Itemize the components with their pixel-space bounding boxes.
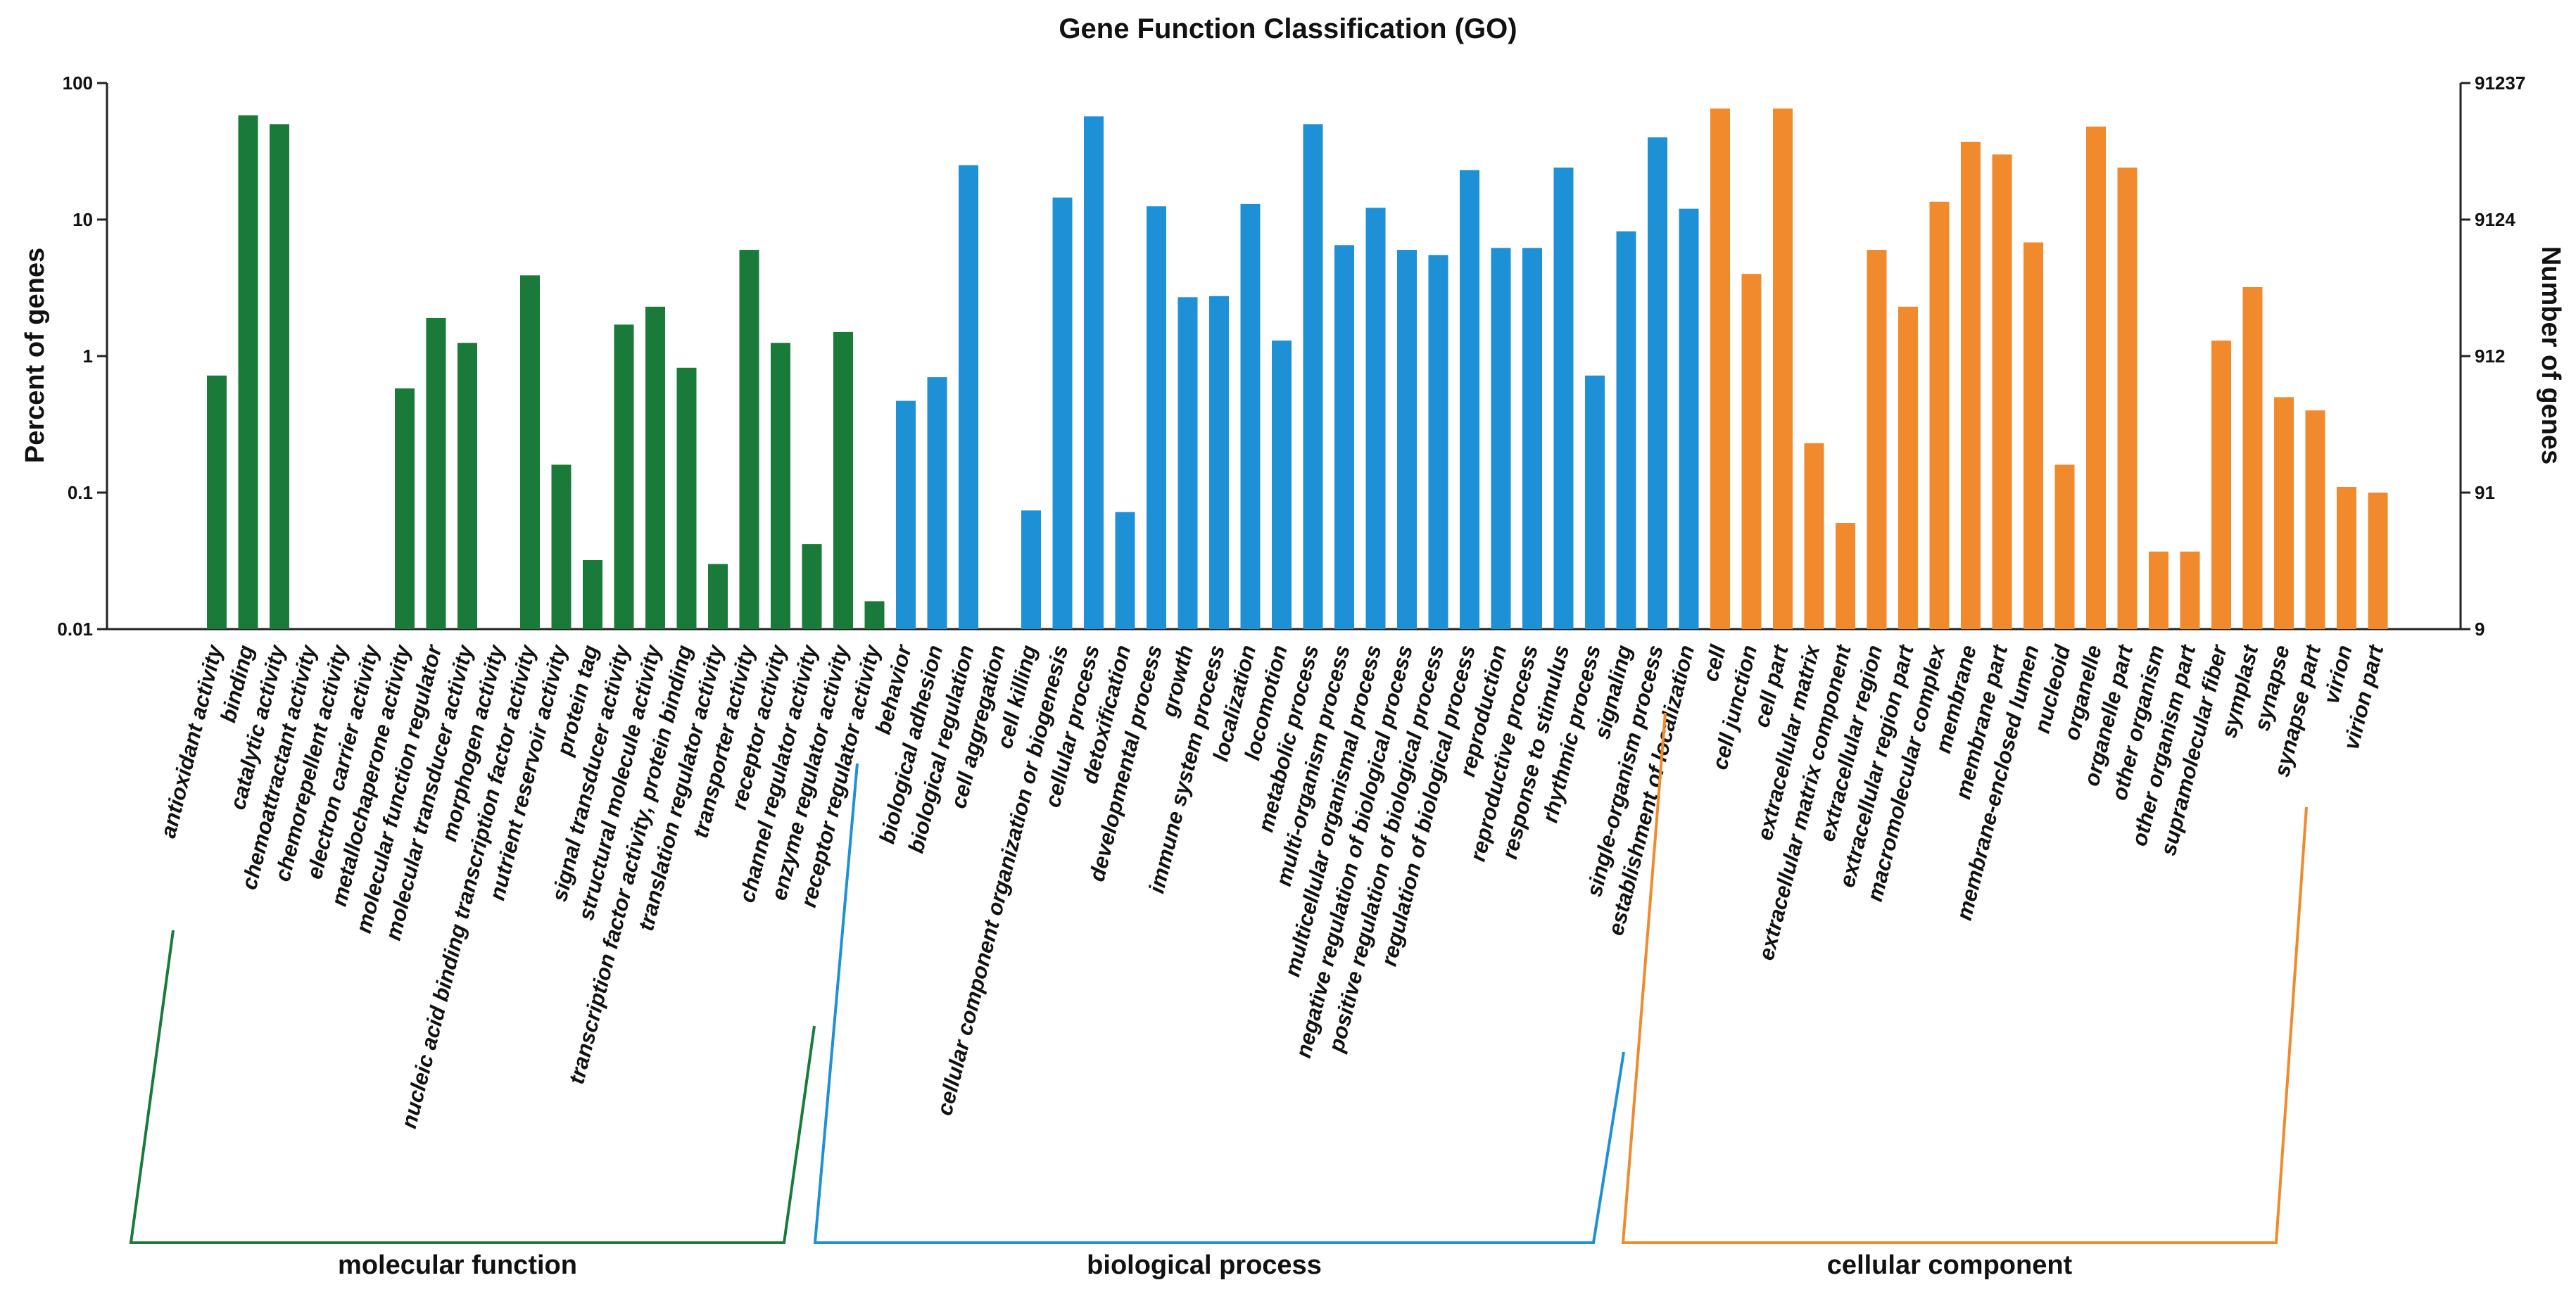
y2-tick-label: 91237 [2475,72,2525,94]
bar [2305,410,2325,629]
bar [2086,126,2106,629]
group-bracket [1621,712,2308,1244]
y-tick-label: 0.01 [57,619,93,640]
bar [864,601,885,629]
bar [457,343,477,629]
bar [927,377,947,629]
bar [833,331,853,629]
bar [1491,248,1511,629]
bar [395,388,415,629]
bar [2117,167,2138,629]
bar [1773,108,1793,630]
y-tick-label: 0.1 [68,482,93,503]
bar [583,560,602,629]
y2-tick-label: 91 [2475,482,2495,503]
y2-tick-label: 912 [2475,346,2505,367]
group-label: molecular function [338,1250,577,1280]
bar [426,317,446,629]
bar [2149,551,2168,629]
bar [1710,108,1730,630]
bar [1522,248,1542,629]
bar [739,250,759,629]
bar [676,367,697,629]
bar [771,343,790,629]
group-label: biological process [1087,1250,1322,1280]
bar [1929,201,1950,630]
bar [1084,116,1104,629]
bar-series [207,108,2388,630]
bar [802,544,822,629]
bar [1992,154,2012,629]
y-axis-title: Percent of genes [20,248,50,463]
bar [1585,375,1605,629]
bar [1741,274,1762,629]
bar [896,400,916,629]
y-tick-label: 1 [83,346,93,367]
bar [520,275,540,629]
bar [645,306,665,629]
bar [1460,170,1479,629]
bar [1836,523,1855,629]
bar [1397,250,1417,629]
bar [1961,141,1981,629]
bar [1272,340,1292,629]
group-bracket [813,763,1625,1244]
group-brackets: molecular function biological process cell… [129,712,2308,1280]
bar [1648,137,1667,629]
bar [2242,287,2263,629]
bar [1334,245,1354,629]
bar [614,324,634,629]
bar [1365,208,1386,629]
bar [2180,551,2200,629]
bar [1052,197,1073,630]
bar [1867,250,1887,629]
bar [1804,443,1824,629]
bar [1303,124,1323,629]
y2-axis-title: Number of genes [2536,246,2565,464]
bar [551,464,572,629]
chart-title: Gene Function Classification (GO) [1059,13,1517,44]
bar [1679,208,1699,630]
bar [708,564,728,629]
y-tick-label: 10 [72,209,93,230]
y2-tick-label: 9124 [2475,209,2515,230]
bar [2274,397,2294,629]
y2-tick-label: 9 [2475,619,2485,640]
bar [1240,203,1261,629]
group-label: cellular component [1827,1250,2073,1280]
bar [2054,464,2075,629]
bar [1177,297,1198,629]
bar [207,375,227,629]
bar [1147,206,1166,629]
bar [1898,306,1918,629]
bar [1021,510,1041,629]
axis-ticks: 0.01 0.1 1 10 100 9 91 912 9124 91237 [57,72,2525,640]
category-label: antioxidant activity [156,642,227,841]
bar [2023,242,2043,629]
bar [270,124,289,629]
bar [1209,296,1229,629]
y-tick-label: 100 [63,72,93,94]
bar [238,115,258,630]
bar [959,165,978,630]
group-bracket [129,930,816,1244]
bar [2368,493,2388,629]
bar [1428,255,1448,629]
bar [2211,340,2231,629]
category-label: cell [1698,642,1731,684]
bar [1115,512,1135,629]
bar [1616,231,1636,630]
bar [1553,167,1574,629]
bar [2337,486,2356,629]
